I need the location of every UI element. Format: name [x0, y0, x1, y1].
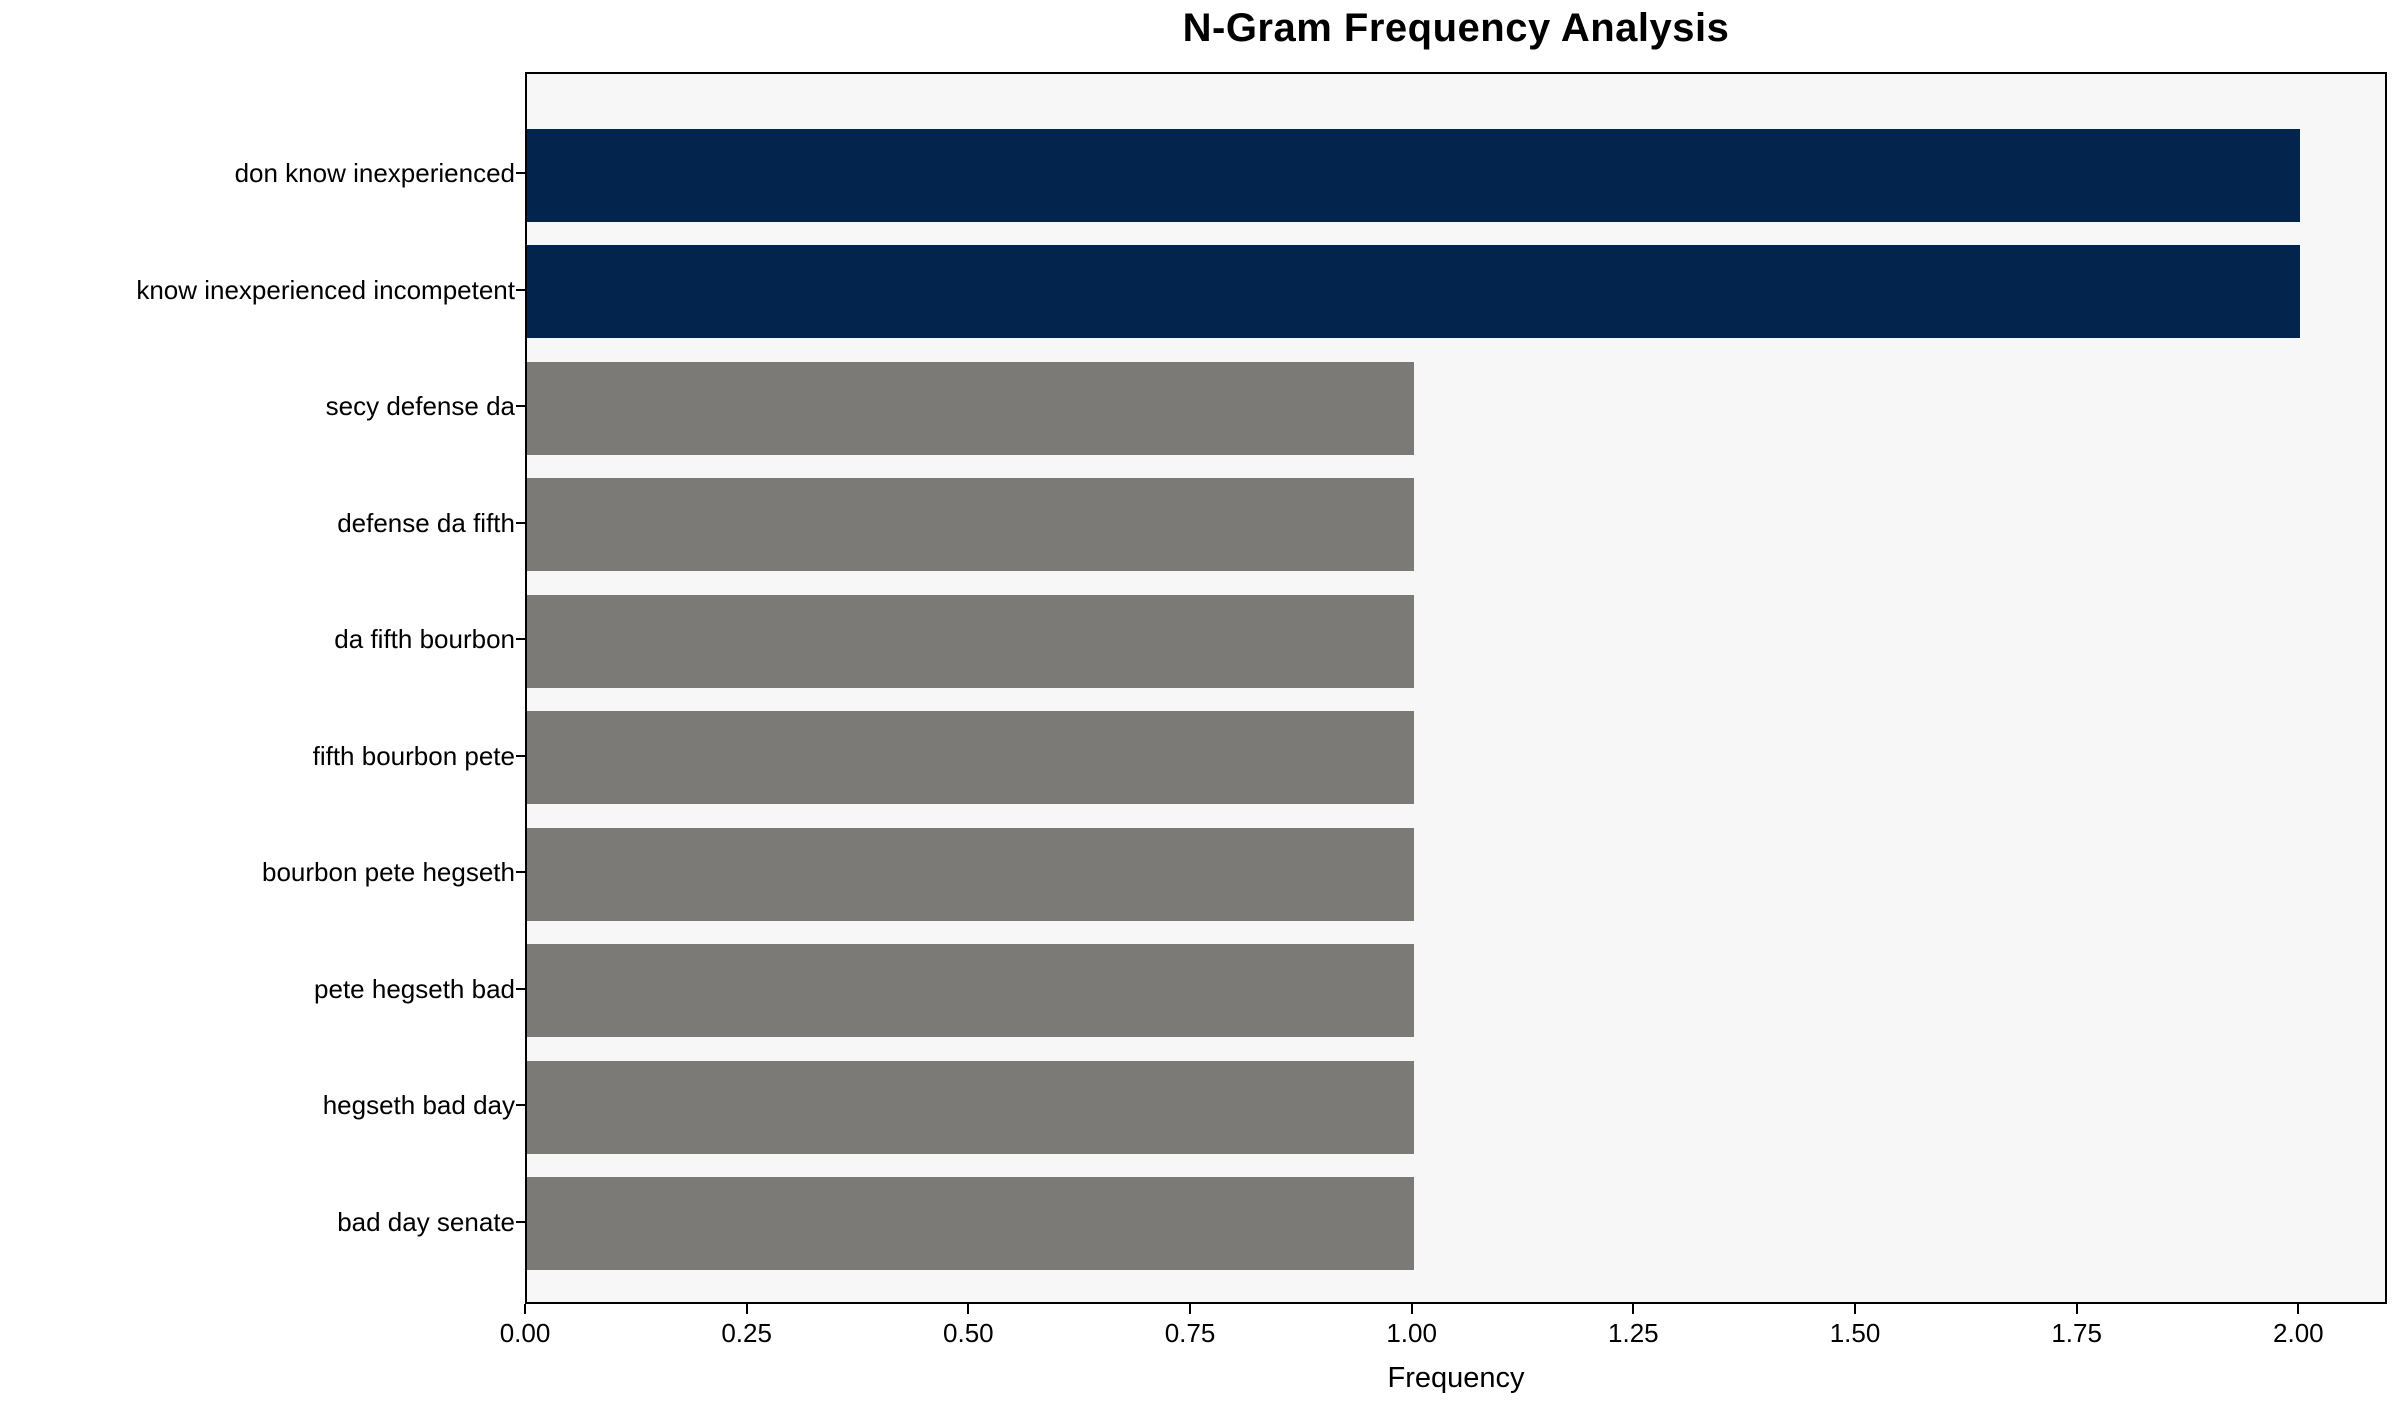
y-tick-label: bad day senate	[337, 1206, 515, 1237]
x-axis-label: Frequency	[1387, 1362, 1525, 1394]
bar	[527, 711, 1414, 805]
y-tick-label: bourbon pete hegseth	[262, 857, 515, 888]
y-tick-label: don know inexperienced	[234, 158, 515, 188]
bar	[527, 478, 1414, 572]
y-tick-label: pete hegseth bad	[314, 973, 515, 1004]
y-tick-mark	[516, 871, 525, 874]
x-tick-mark	[745, 1304, 748, 1314]
x-tick-label: 0.00	[499, 1318, 551, 1348]
bar	[527, 827, 1414, 921]
x-tick-mark	[967, 1304, 970, 1314]
y-tick-mark	[516, 987, 525, 990]
bar	[527, 245, 2301, 339]
x-tick-label: 1.50	[1829, 1318, 1881, 1348]
bar	[527, 361, 1414, 455]
y-tick-mark	[516, 1104, 525, 1107]
y-tick-mark	[516, 288, 525, 291]
y-tick-mark	[516, 1220, 525, 1223]
y-tick-mark	[516, 638, 525, 641]
y-tick-label: secy defense da	[325, 391, 515, 422]
x-tick-mark	[1189, 1304, 1191, 1314]
y-tick-label: da fifth bourbon	[334, 624, 515, 655]
y-tick-mark	[516, 754, 525, 757]
y-tick-label: defense da fifth	[337, 507, 515, 538]
x-tick-label: 1.75	[2051, 1318, 2102, 1348]
y-tick-label: fifth bourbon pete	[312, 740, 515, 771]
y-tick-label: hegseth bad day	[322, 1090, 515, 1121]
y-tick-mark	[516, 521, 525, 524]
bar	[527, 1177, 1414, 1271]
x-tick-label: 0.50	[943, 1318, 994, 1348]
x-tick-label: 2.00	[2273, 1318, 2324, 1348]
y-tick-mark	[516, 172, 525, 174]
bar	[527, 944, 1414, 1038]
y-tick-mark	[516, 405, 525, 408]
y-tick-label: know inexperienced incompetent	[136, 274, 515, 305]
x-tick-mark	[2297, 1304, 2300, 1314]
x-tick-label: 1.25	[1608, 1318, 1659, 1348]
x-tick-label: 0.75	[1164, 1318, 1216, 1348]
x-tick-label: 1.00	[1386, 1318, 1437, 1348]
chart-title: N-Gram Frequency Analysis	[1182, 6, 1730, 50]
x-tick-mark	[1854, 1304, 1856, 1314]
bar	[527, 594, 1414, 688]
bar	[527, 1060, 1414, 1154]
x-tick-mark	[1410, 1304, 1413, 1314]
x-tick-mark	[2075, 1304, 2078, 1314]
x-tick-label: 0.25	[721, 1318, 772, 1348]
plot-area	[525, 72, 2387, 1304]
x-tick-mark	[524, 1304, 526, 1314]
x-tick-mark	[1632, 1304, 1635, 1314]
bar	[527, 128, 2301, 222]
